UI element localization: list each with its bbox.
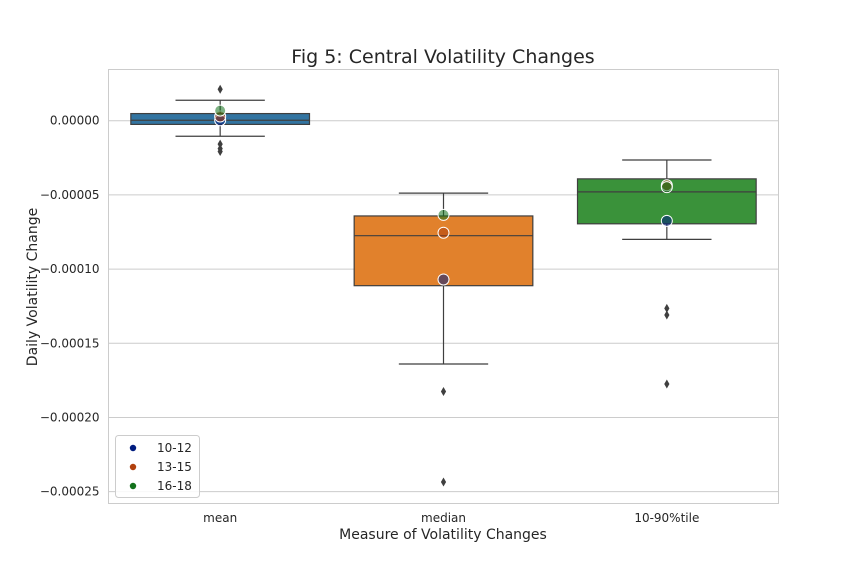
x-axis-tick-labels: mean median 10-90%tile — [203, 511, 699, 525]
point-13-15 — [437, 226, 450, 239]
point-16-18 — [437, 208, 450, 221]
legend-label: 16-18 — [157, 479, 192, 493]
outlier-marker — [217, 84, 223, 94]
outlier-marker — [217, 147, 223, 157]
y-tick-label: −0.00010 — [40, 262, 100, 276]
outlier-marker — [440, 386, 447, 396]
legend-label: 13-15 — [157, 460, 192, 474]
y-tick-label: −0.00025 — [40, 485, 100, 499]
x-tick-label: 10-90%tile — [634, 511, 699, 525]
point-16-18 — [214, 104, 227, 117]
outlier-marker — [440, 477, 447, 487]
y-tick-label: −0.00015 — [40, 336, 100, 350]
points-layer — [214, 104, 673, 286]
y-tick-label: 0.00000 — [50, 114, 100, 128]
y-axis-tick-labels: 0.00000 −0.00005 −0.00010 −0.00015 −0.00020 −… — [40, 114, 100, 499]
outlier-marker — [664, 303, 670, 313]
point-10-12 — [437, 273, 450, 286]
outlier-marker — [664, 310, 670, 320]
point-16-18 — [660, 181, 673, 194]
legend-label: 10-12 — [157, 441, 192, 455]
y-axis-title: Daily Volatility Change — [25, 208, 41, 366]
legend-marker — [129, 463, 137, 471]
chart-title: Fig 5: Central Volatility Changes — [291, 46, 594, 68]
point-10-12 — [660, 214, 673, 227]
y-tick-label: −0.00020 — [40, 410, 100, 424]
outlier-marker — [664, 379, 670, 389]
x-axis-title: Measure of Volatility Changes — [339, 527, 547, 543]
legend-box — [115, 435, 200, 498]
x-tick-label: median — [421, 511, 466, 525]
y-tick-label: −0.00005 — [40, 188, 100, 202]
legend: 10-12 13-15 16-18 — [115, 435, 200, 498]
x-tick-label: mean — [203, 511, 237, 525]
legend-marker — [129, 444, 137, 452]
legend-marker — [129, 482, 137, 490]
plot-area-frame — [108, 69, 779, 504]
